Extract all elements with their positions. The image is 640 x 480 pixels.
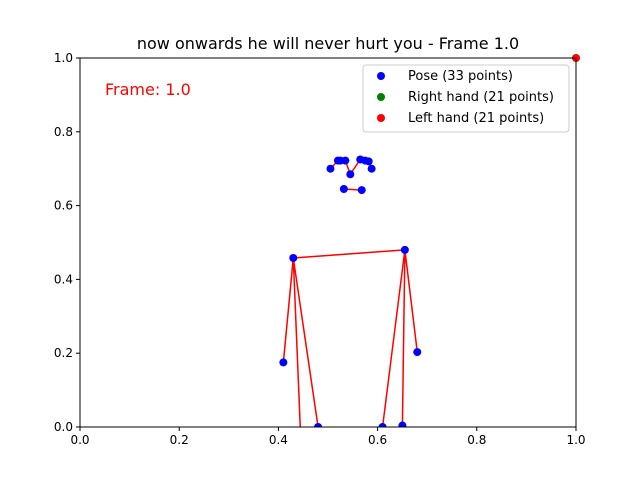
x-axis: 0.0 0.2 0.4 0.6 0.8 1.0	[70, 427, 586, 447]
plot-frame	[79, 57, 577, 428]
y-tick-label: 0.8	[54, 125, 73, 139]
legend-marker	[377, 114, 385, 122]
series-0-point	[400, 245, 409, 254]
y-tick-label: 0.2	[54, 346, 73, 360]
legend-label: Pose (33 points)	[408, 69, 513, 84]
legend-label: Left hand (21 points)	[408, 111, 544, 126]
connection-line	[404, 249, 419, 353]
y-tick-label: 0.4	[54, 272, 73, 286]
x-tick-label: 1.0	[566, 433, 585, 447]
series-0-point	[279, 358, 288, 367]
legend-marker	[377, 93, 385, 101]
series-0-point	[364, 157, 373, 166]
y-tick-label: 0.0	[54, 420, 73, 434]
series-0-point	[378, 423, 387, 427]
series-0-point	[314, 423, 323, 427]
connection-line	[381, 249, 406, 427]
x-tick-label: 0.2	[170, 433, 189, 447]
frame-annotation: Frame: 1.0	[105, 80, 191, 99]
series-0-point	[289, 253, 298, 262]
x-tick-label: 0.4	[269, 433, 288, 447]
series-0-point	[413, 348, 422, 357]
x-tick-label: 0.6	[368, 433, 387, 447]
legend-marker	[377, 72, 385, 80]
connection-line	[282, 257, 295, 363]
legend-label: Right hand (21 points)	[408, 90, 554, 105]
series-0-point	[346, 170, 355, 179]
x-tick-label: 0.8	[467, 433, 486, 447]
connection-line	[292, 257, 302, 427]
connection-line	[293, 249, 405, 259]
series-0-point	[333, 156, 342, 165]
series-0-point	[339, 184, 348, 193]
series-0-point	[398, 421, 407, 427]
legend-box	[362, 64, 570, 133]
landmark-points	[279, 155, 422, 427]
y-axis: 0.0 0.2 0.4 0.6 0.8 1.0	[54, 51, 80, 434]
series-0-point	[367, 164, 376, 173]
y-tick-label: 1.0	[54, 51, 73, 65]
x-tick-label: 0.0	[70, 433, 89, 447]
series-0-point	[326, 164, 335, 173]
chart-title: now onwards he will never hurt you - Fra…	[137, 34, 519, 53]
connection-line	[292, 257, 319, 427]
series-0-point	[357, 186, 366, 195]
connection-line	[401, 249, 406, 426]
legend: Pose (33 points) Right hand (21 points) Le…	[362, 64, 570, 133]
y-tick-label: 0.6	[54, 199, 73, 213]
